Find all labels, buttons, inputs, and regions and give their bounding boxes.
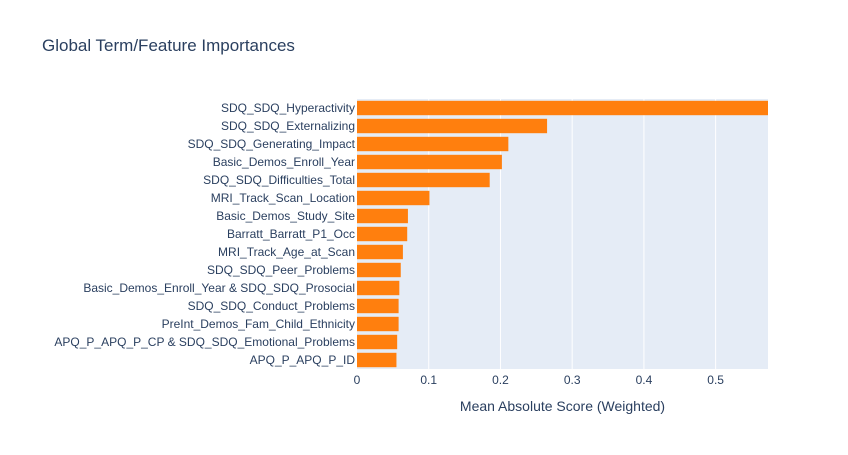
category-label: MRI_Track_Age_at_Scan	[218, 245, 355, 259]
bar[interactable]	[357, 316, 399, 332]
x-tick-label: 0.5	[707, 373, 724, 387]
bar[interactable]	[357, 190, 430, 206]
category-label: PreInt_Demos_Fam_Child_Ethnicity	[162, 317, 355, 331]
category-label: Barratt_Barratt_P1_Occ	[227, 227, 355, 241]
bar[interactable]	[357, 262, 401, 278]
chart-title: Global Term/Feature Importances	[42, 36, 295, 55]
bar[interactable]	[357, 100, 768, 116]
bar[interactable]	[357, 172, 490, 188]
category-label: SDQ_SDQ_Generating_Impact	[188, 137, 356, 151]
x-tick-label: 0.2	[492, 373, 509, 387]
category-label: MRI_Track_Scan_Location	[211, 191, 355, 205]
bar[interactable]	[357, 244, 403, 260]
bar[interactable]	[357, 226, 408, 242]
bar[interactable]	[357, 352, 397, 368]
category-label: SDQ_SDQ_Peer_Problems	[207, 263, 355, 277]
bar[interactable]	[357, 280, 400, 296]
category-label: Basic_Demos_Enroll_Year	[213, 155, 355, 169]
bar[interactable]	[357, 118, 548, 134]
category-label: APQ_P_APQ_P_ID	[250, 353, 356, 367]
bar[interactable]	[357, 136, 509, 152]
x-tick-label: 0	[354, 373, 361, 387]
x-tick-labels: 0 0.1 0.2 0.3 0.4 0.5	[354, 373, 725, 387]
bars	[357, 100, 768, 368]
category-label: SDQ_SDQ_Conduct_Problems	[188, 299, 355, 313]
x-tick-label: 0.4	[636, 373, 653, 387]
category-label: Basic_Demos_Enroll_Year & SDQ_SDQ_Prosoc…	[83, 281, 355, 295]
bar[interactable]	[357, 208, 408, 224]
x-axis-title: Mean Absolute Score (Weighted)	[460, 398, 665, 414]
category-labels: SDQ_SDQ_Hyperactivity SDQ_SDQ_Externalizi…	[54, 101, 355, 367]
bar[interactable]	[357, 298, 399, 314]
category-label: SDQ_SDQ_Hyperactivity	[221, 101, 355, 115]
bar[interactable]	[357, 154, 502, 170]
bar[interactable]	[357, 334, 398, 350]
x-tick-label: 0.1	[420, 373, 437, 387]
category-label: Basic_Demos_Study_Site	[216, 209, 355, 223]
category-label: SDQ_SDQ_Externalizing	[221, 119, 355, 133]
category-label: SDQ_SDQ_Difficulties_Total	[203, 173, 355, 187]
x-tick-label: 0.3	[564, 373, 581, 387]
category-label: APQ_P_APQ_P_CP & SDQ_SDQ_Emotional_Probl…	[54, 335, 355, 349]
